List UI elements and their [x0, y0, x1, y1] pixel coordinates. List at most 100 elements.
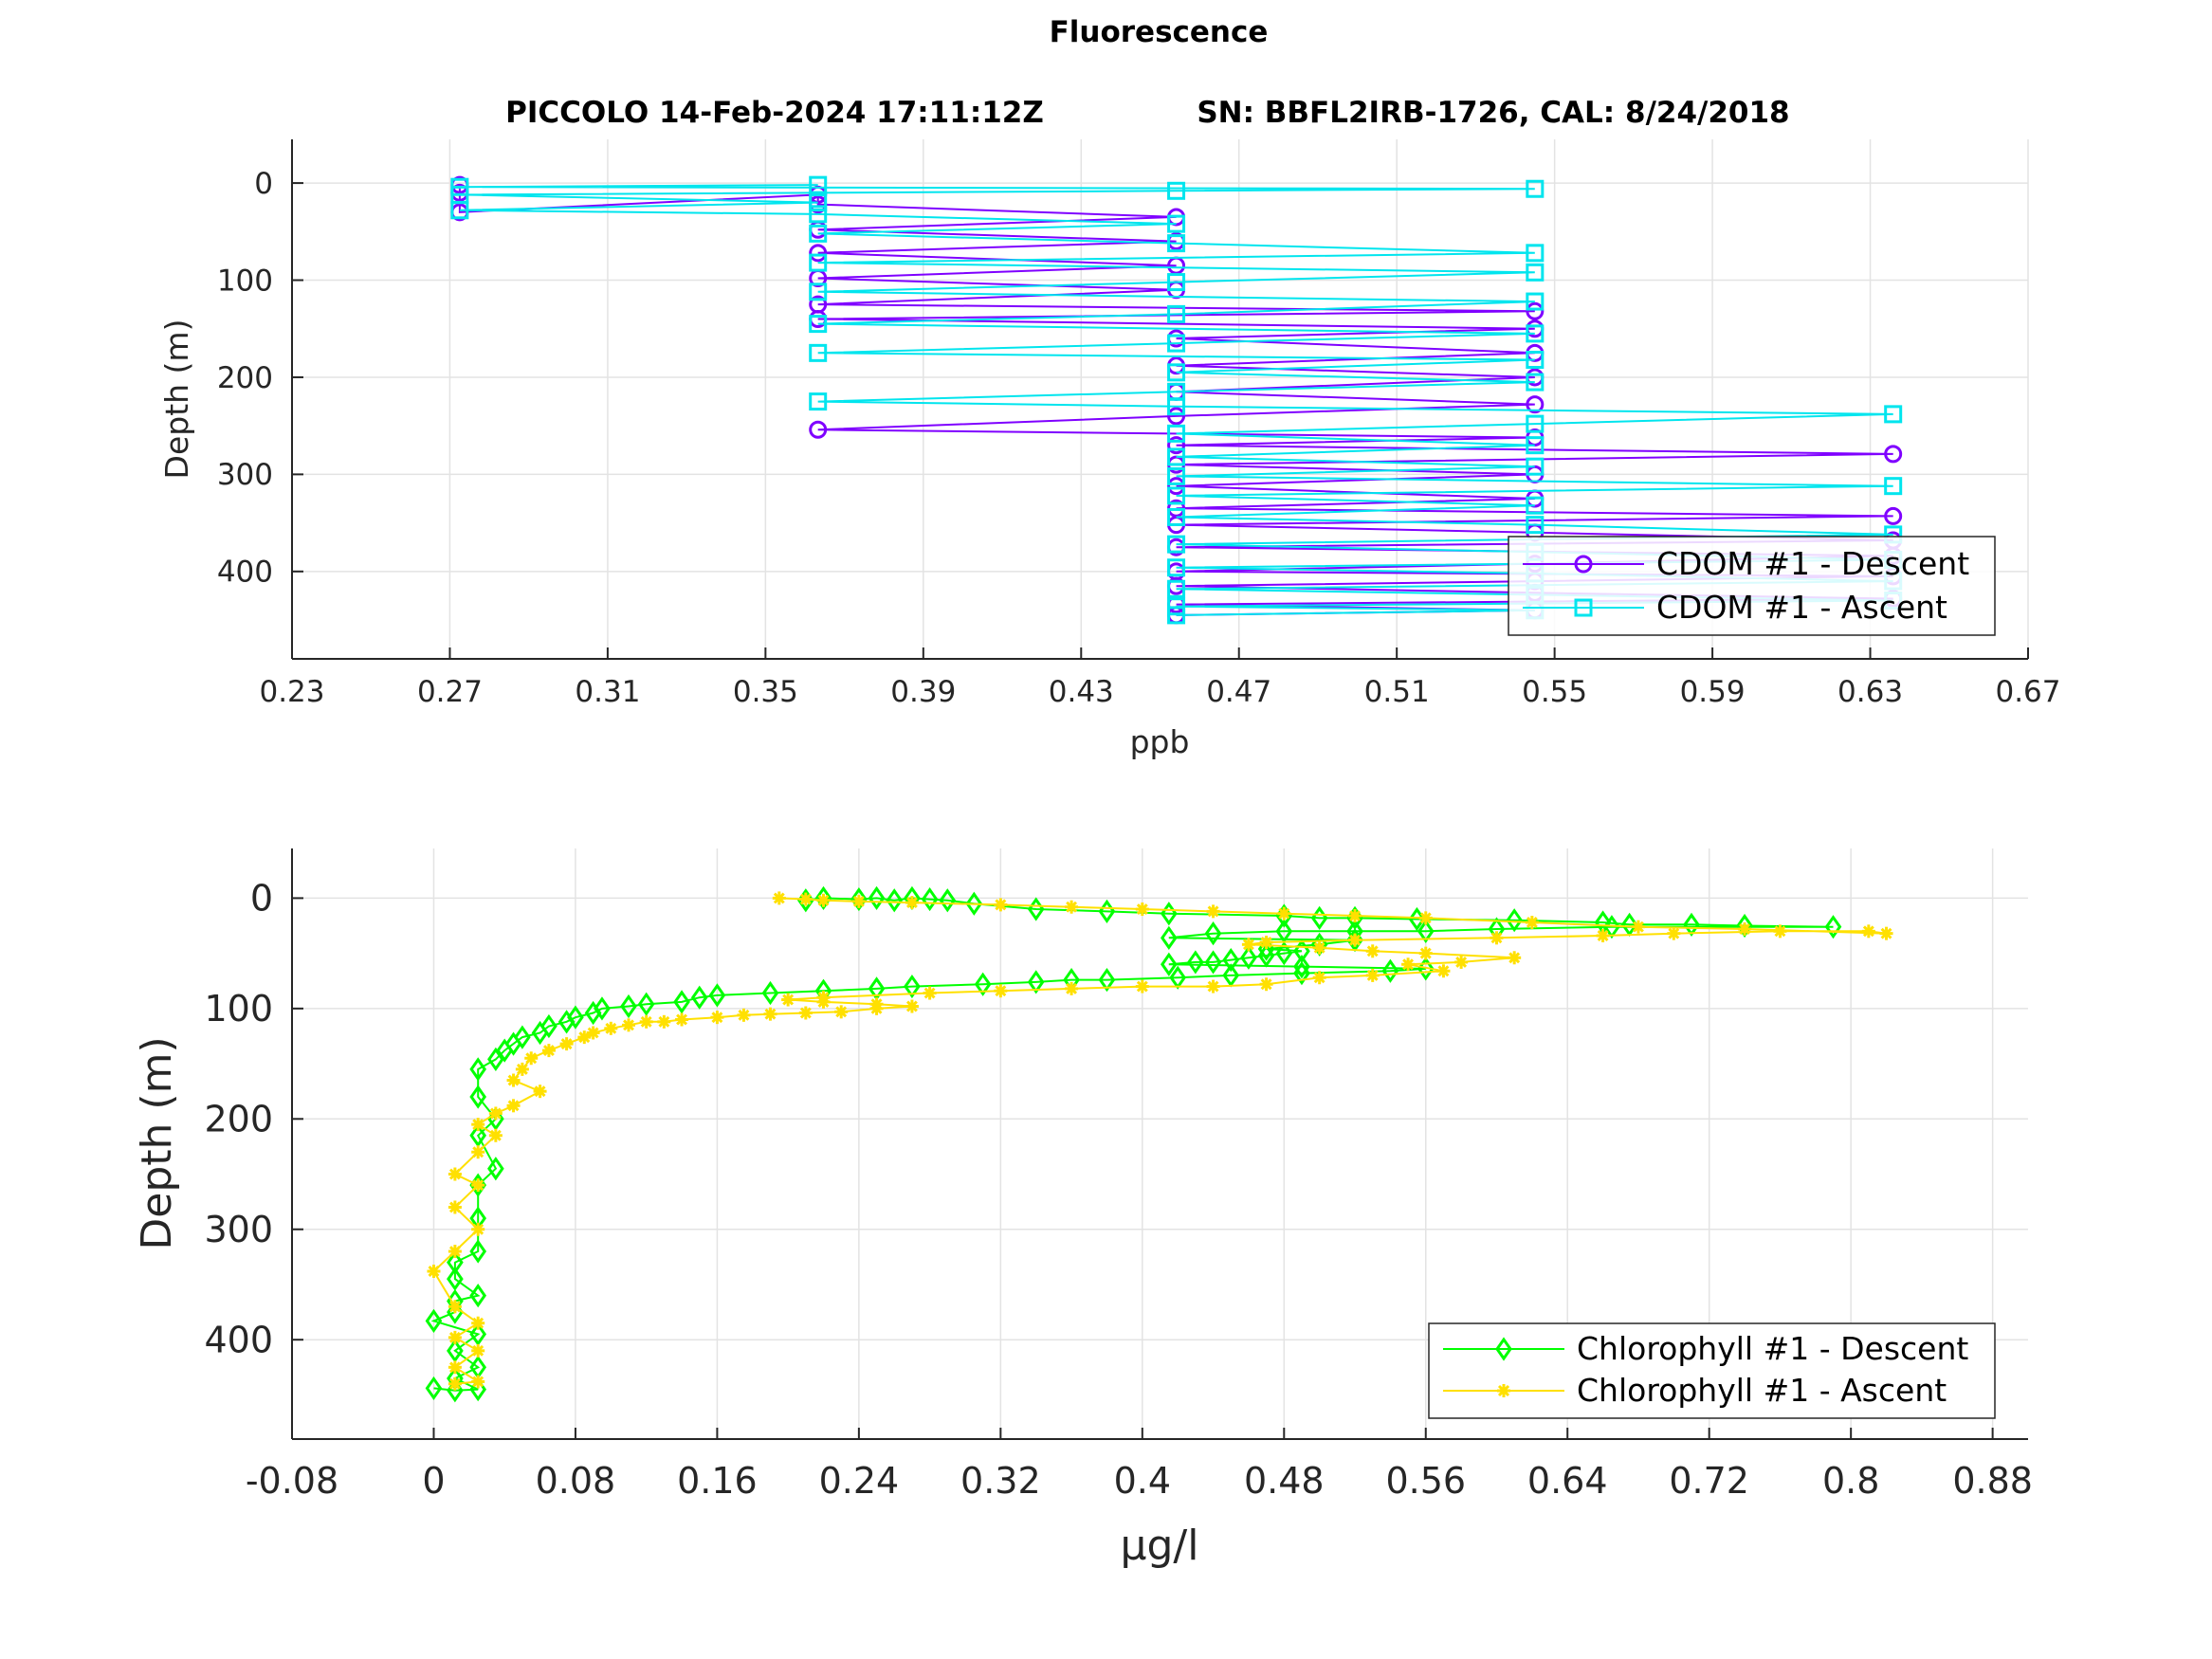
cdom-ascent-point [1526, 496, 1545, 515]
chlorophyll-descent-point [1381, 958, 1399, 983]
cdom-y-tick-label: 400 [217, 556, 273, 590]
chlorophyll-ascent-point [1667, 926, 1681, 940]
cdom-ascent-point [1167, 334, 1186, 353]
chlorophyll-descent-point [1222, 947, 1240, 973]
chlorophyll-ascent-point [869, 997, 884, 1012]
chlorophyll-descent-point [1187, 950, 1204, 975]
cdom-ascent-point [1167, 273, 1186, 292]
cdom-ascent-point [1526, 414, 1545, 433]
figure-subtitle-left: PICCOLO 14-Feb-2024 17:11:12Z [505, 96, 1044, 130]
chlorophyll-ascent-point [772, 891, 786, 905]
cdom-descent-point [1884, 506, 1903, 525]
chlorophyll-ascent-point [621, 1018, 635, 1032]
chlorophyll-y-tick-label: 100 [204, 988, 273, 1030]
cdom-ascent-point [1167, 214, 1186, 233]
chlorophyll-ascent-point [1418, 946, 1433, 960]
chlorophyll-x-tick-label: 0.56 [1385, 1460, 1466, 1502]
chlorophyll-ascent-point [1454, 955, 1469, 969]
cdom-ascent-point [1526, 179, 1545, 198]
chlorophyll-x-tick-label: 0.64 [1527, 1460, 1608, 1502]
chlorophyll-descent-point [690, 985, 708, 1010]
cdom-descent-point [1526, 301, 1545, 320]
cdom-ascent-point [1526, 292, 1545, 311]
chlorophyll-x-tick-label: 0.32 [960, 1460, 1041, 1502]
chlorophyll-x-tick-label: 0.48 [1244, 1460, 1325, 1502]
chlorophyll-descent-point [1257, 943, 1275, 968]
chlorophyll-ascent-point [923, 986, 937, 1000]
cdom-ascent-point [1526, 373, 1545, 392]
cdom-ascent-point [1167, 579, 1186, 598]
chlorophyll-x-tick-label: 0.8 [1822, 1460, 1879, 1502]
chlorophyll-descent-point [487, 1047, 504, 1072]
chlorophyll-ascent-point [488, 1106, 503, 1121]
chlorophyll-descent-point [886, 888, 904, 913]
chlorophyll-descent-point [531, 1020, 549, 1046]
cdom-ascent-point [809, 224, 828, 243]
chlorophyll-ascent-point [1773, 924, 1787, 939]
chlorophyll-ascent-point [1312, 940, 1326, 955]
chlorophyll-descent-point [567, 1005, 584, 1030]
chlorophyll-ascent-point [604, 1021, 618, 1035]
cdom-ascent-point [1526, 351, 1545, 370]
cdom-ascent-point [809, 193, 828, 212]
cdom-ascent-point [809, 175, 828, 194]
cdom-y-tick-label: 200 [217, 361, 273, 395]
chlorophyll-descent-point [1293, 960, 1310, 986]
chlorophyll-ascent-point [1135, 902, 1149, 917]
chlorophyll-axes: -0.08 0 0.08 0.16 0.24 0.32 0.4 0.48 0.56 0.64 0.7… [204, 848, 2033, 1502]
chlorophyll-y-tick-label: 300 [204, 1209, 273, 1250]
cdom-descent-point [1526, 395, 1545, 414]
cdom-ascent-point [1167, 558, 1186, 577]
chlorophyll-descent-point [904, 974, 921, 999]
chlorophyll-x-tick-label: 0.4 [1114, 1460, 1171, 1502]
chlorophyll-descent-point [469, 1057, 487, 1082]
cdom-x-tick-label: 0.55 [1522, 675, 1587, 709]
chlorophyll-ascent-point [586, 1026, 600, 1040]
chlorophyll-ascent-point [1259, 977, 1273, 992]
cdom-ascent-point [1167, 304, 1186, 323]
cdom-y-tick-label: 0 [254, 167, 273, 201]
cdom-ascent-point [1167, 507, 1186, 526]
chlorophyll-ascent-point [1365, 968, 1380, 982]
chlorophyll-ascent-point [1312, 971, 1326, 985]
chlorophyll-descent-point [1506, 908, 1524, 933]
figure-subtitle-right: SN: BBFL2IRB-1726, CAL: 8/24/2018 [1197, 96, 1789, 130]
chlorophyll-ascent-point [1348, 933, 1362, 947]
chlorophyll-descent-point [514, 1025, 531, 1049]
chlorophyll-legend-ascent-marker [1497, 1384, 1510, 1397]
chlorophyll-ascent-point [1365, 944, 1380, 958]
chlorophyll-ascent-point [798, 1006, 813, 1020]
chlorophyll-x-tick-label: 0.24 [819, 1460, 900, 1502]
chlorophyll-descent-point [584, 1000, 602, 1026]
cdom-ascent-point [1526, 324, 1545, 343]
chlorophyll-ascent-point [541, 1044, 556, 1058]
chlorophyll-descent-point [425, 1376, 443, 1401]
chlorophyll-ascent-point [905, 896, 919, 910]
chlorophyll-ascent-point [448, 1200, 462, 1214]
cdom-axes: 0.23 0.27 0.31 0.35 0.39 0.43 0.47 0.51 0.55 0.59… [217, 139, 2061, 709]
cdom-ascent-point [450, 177, 469, 196]
chlorophyll-ascent-point [798, 892, 813, 906]
chlorophyll-descent-point [469, 1239, 487, 1264]
chlorophyll-ascent-point [471, 1343, 485, 1358]
chlorophyll-descent-point [814, 885, 832, 911]
cdom-legend-ascent-marker [1574, 598, 1593, 617]
chlorophyll-descent-point [425, 1308, 443, 1334]
chlorophyll-y-tick-label: 0 [250, 878, 273, 920]
cdom-ascent-point [809, 283, 828, 301]
chlorophyll-descent-point [1275, 919, 1293, 943]
cdom-panel: 0.23 0.27 0.31 0.35 0.39 0.43 0.47 0.51 0.55 0.59… [158, 139, 2061, 760]
chlorophyll-descent-point [447, 1339, 464, 1363]
chlorophyll-legend-descent-label: Chlorophyll #1 - Descent [1577, 1330, 1968, 1367]
cdom-x-tick-label: 0.67 [1995, 675, 2060, 709]
chlorophyll-descent-point [1275, 941, 1293, 966]
chlorophyll-ascent-point [524, 1051, 539, 1066]
cdom-x-axis-label: ppb [1130, 723, 1190, 760]
cdom-legend: CDOM #1 - Descent CDOM #1 - Ascent [1508, 536, 1996, 636]
cdom-ascent-point [1167, 597, 1186, 616]
cdom-x-tick-label: 0.31 [575, 675, 640, 709]
cdom-ascent-point [809, 205, 828, 224]
chlorophyll-descent-point [1204, 950, 1222, 975]
chlorophyll-descent-point [939, 888, 957, 913]
chlorophyll-x-tick-label: 0 [422, 1460, 445, 1502]
